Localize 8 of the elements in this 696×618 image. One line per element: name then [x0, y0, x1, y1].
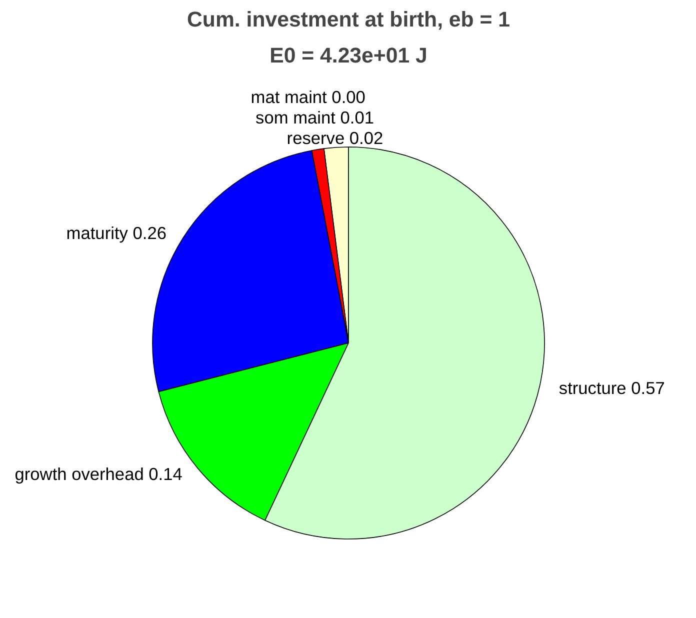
slice-label: maturity 0.26 [66, 223, 166, 244]
chart-title: Cum. investment at birth, eb = 1 [187, 8, 510, 32]
category-label: mat maint 0.00 [250, 87, 366, 108]
slice-label: reserve 0.02 [286, 128, 384, 148]
slice-label: som maint 0.01 [256, 108, 374, 128]
slice-label: growth overhead 0.14 [14, 464, 183, 484]
slice-label: structure 0.57 [558, 378, 665, 398]
chart-subtitle: E0 = 4.23e+01 J [270, 44, 428, 68]
